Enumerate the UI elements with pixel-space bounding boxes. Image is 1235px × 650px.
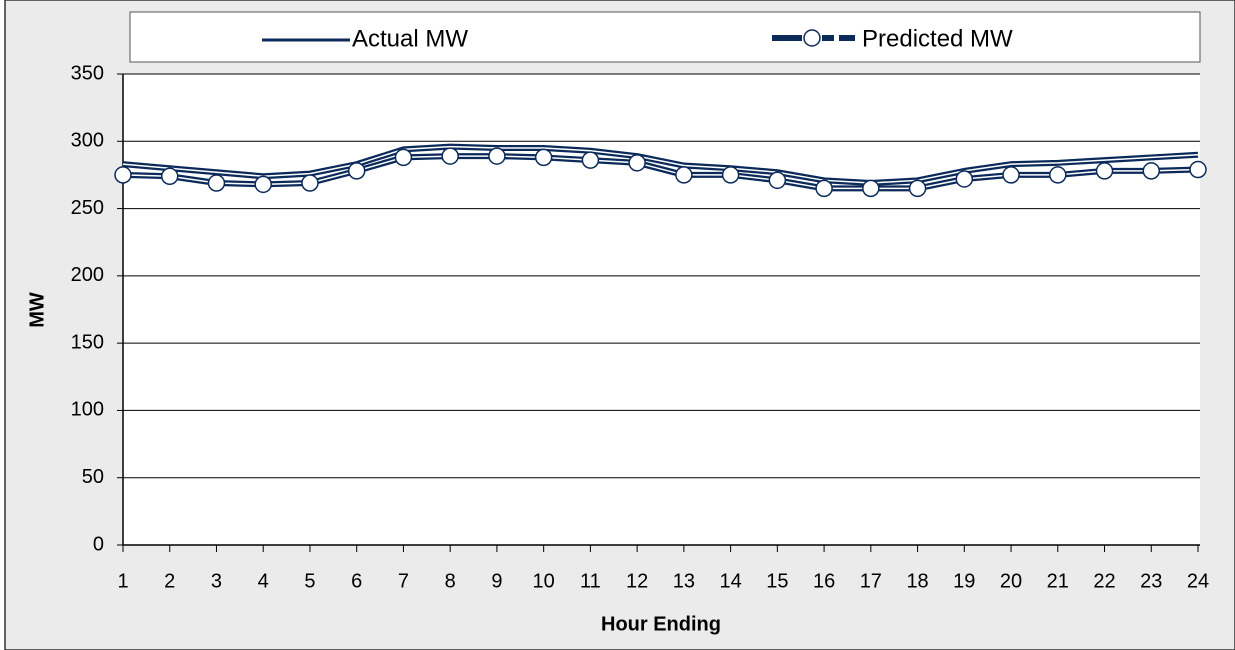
- x-tick-label: 24: [1187, 570, 1209, 592]
- legend-label: Predicted MW: [862, 25, 1013, 52]
- data-point: [534, 148, 553, 167]
- x-tick-label: 9: [491, 570, 502, 592]
- x-tick-label: 5: [304, 570, 315, 592]
- x-tick-label: 4: [258, 570, 269, 592]
- y-tick-label: 50: [82, 466, 104, 488]
- data-point: [160, 167, 179, 186]
- x-tick-label: 14: [719, 570, 741, 592]
- data-point: [908, 179, 927, 198]
- data-point: [581, 151, 600, 169]
- x-tick-label: 20: [1000, 570, 1022, 592]
- x-tick-label: 23: [1140, 570, 1162, 592]
- y-tick-label: 300: [71, 130, 104, 152]
- x-tick-label: 10: [533, 570, 555, 592]
- y-tick-label: 150: [71, 331, 104, 353]
- data-point: [207, 174, 226, 192]
- x-tick-label: 15: [766, 570, 788, 592]
- y-tick-label: 100: [71, 399, 104, 421]
- data-point: [721, 166, 740, 184]
- x-tick-label: 19: [953, 570, 975, 592]
- legend-marker: [803, 29, 821, 47]
- x-tick-label: 22: [1093, 570, 1115, 592]
- x-tick-label: 13: [673, 570, 695, 592]
- data-point: [1142, 162, 1161, 180]
- x-tick-label: 11: [580, 570, 601, 592]
- x-tick-label: 17: [860, 570, 882, 592]
- data-point: [768, 171, 787, 190]
- data-point: [1049, 166, 1067, 184]
- x-tick-label: 3: [211, 570, 222, 592]
- data-point: [1002, 166, 1020, 184]
- data-point: [1189, 160, 1207, 179]
- data-point: [347, 162, 366, 180]
- x-tick-label: 8: [445, 570, 456, 592]
- x-tick-label: 18: [906, 570, 928, 592]
- data-point: [254, 175, 272, 194]
- x-tick-label: 21: [1047, 570, 1069, 592]
- y-tick-label: 0: [93, 533, 104, 555]
- x-tick-label: 7: [398, 570, 409, 592]
- data-point: [394, 148, 413, 167]
- series-line-inner: [122, 145, 1199, 184]
- data-point: [955, 170, 974, 188]
- y-axis-label: MW: [26, 292, 48, 328]
- x-tick-label: 6: [351, 570, 362, 592]
- x-tick-label: 16: [813, 570, 835, 592]
- data-point: [1095, 162, 1114, 180]
- y-tick-label: 200: [71, 264, 104, 286]
- data-point: [815, 179, 833, 198]
- legend-label: Actual MW: [352, 25, 468, 52]
- data-point: [862, 179, 880, 198]
- data-point: [488, 147, 506, 165]
- legend-box: [129, 11, 1201, 63]
- x-tick-label: 12: [626, 570, 648, 592]
- data-point: [675, 166, 693, 184]
- plot-area: [123, 74, 1200, 545]
- data-point: [628, 154, 646, 172]
- x-tick-label: 1: [117, 570, 128, 592]
- data-point: [441, 147, 459, 165]
- y-tick-label: 350: [71, 62, 104, 84]
- x-axis-label: Hour Ending: [601, 613, 721, 635]
- y-tick-label: 250: [71, 197, 104, 219]
- data-point: [301, 174, 319, 192]
- data-point: [114, 166, 132, 184]
- x-tick-label: 2: [164, 570, 175, 592]
